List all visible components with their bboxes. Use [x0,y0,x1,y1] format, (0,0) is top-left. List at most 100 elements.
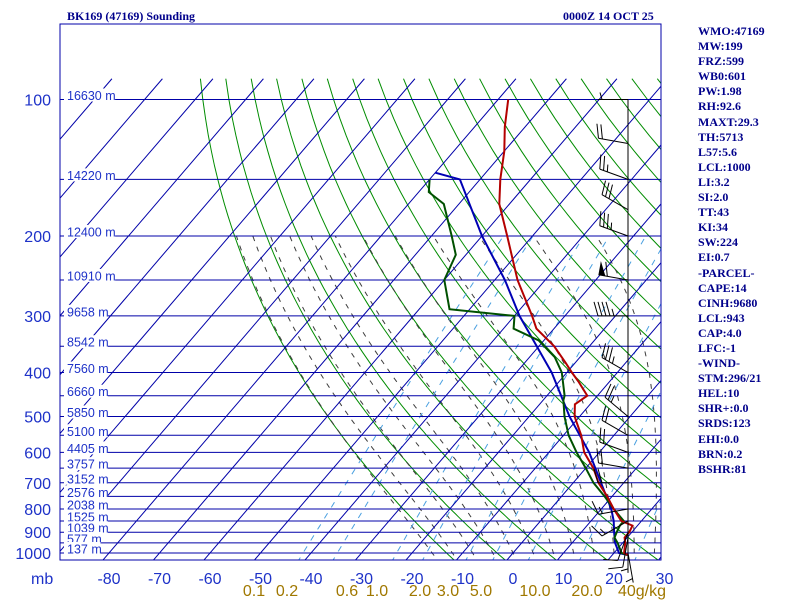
height-label-bg [64,457,108,471]
mixing-ratio-line [298,235,504,560]
wind-barb-half [598,506,603,514]
isotherm [152,78,567,560]
pressure-tick-label: 700 [24,476,51,493]
temperature-tick-label: -40 [299,571,322,588]
mixing-ratio-label: 1.0 [366,583,388,600]
wind-barb-full [599,427,602,443]
wind-barb-staff [627,552,634,583]
mixing-ratio-line [392,235,585,560]
chart-title: BK169 (47169) Sounding [67,9,196,23]
sounding-index: BRN:0.2 [698,446,743,461]
sounding-index: HEL:10 [698,386,740,401]
mixing-ratio-line [527,302,661,560]
wind-barb-full [603,212,606,228]
pressure-unit-label: mb [31,571,53,588]
wind-barb-half [611,308,615,317]
height-label-bg [64,471,108,485]
isotherm [60,78,214,258]
plot-frame [59,23,662,561]
height-label-bg [64,384,108,398]
wind-barb-full [599,154,602,170]
height-label-bg [64,361,108,375]
wind-barb [625,552,634,583]
moist-adiabat [533,235,635,560]
wind-barb-full [601,343,607,358]
plot-area [60,78,661,560]
wind-barb-flag [598,260,606,276]
height-label-bg [64,225,116,239]
sounding-index: CINH:9680 [698,295,758,310]
pressure-tick-label: 200 [24,229,51,246]
sounding-index: SRDS:123 [698,416,751,431]
height-label-bg [64,88,116,102]
height-label-bg [64,405,108,419]
wind-barb [601,406,629,436]
wind-barb [598,260,629,281]
wind-barb-full [605,261,608,277]
sounding-index: LI:3.2 [698,174,730,189]
moist-adiabat [362,235,556,560]
indices-panel: WMO:47169 MW:199 FRZ:599 WB0:601 PW:1.98 RH:9… [698,24,765,477]
wind-barb-staff [601,194,629,211]
wind-barb-half [625,578,633,583]
height-label: 10910 m [67,269,116,283]
sounding-index: CAPE:14 [698,280,747,295]
pressure-tick-label: 100 [24,93,51,110]
wind-barb-full [603,558,618,561]
height-label-bg [64,441,108,455]
temperature-tick-label: -20 [400,571,423,588]
sounding-index: WB0:601 [698,69,746,84]
mixing-ratio-line [579,389,661,560]
wind-barb-full [606,213,609,229]
mixing-ratio-label: 2.0 [409,583,431,600]
isotherm [60,78,416,494]
wind-barb [620,542,629,573]
wind-barb-staff [599,441,629,453]
temperature-tick-label: 20 [605,571,623,588]
wind-barb-full [597,468,603,483]
wind-barb [598,92,628,100]
mixing-ratio-label: 40g/kg [618,583,666,600]
wind-barb-full [604,408,610,423]
wind-barb [603,532,629,561]
wind-barb-staff [598,137,629,144]
temperature-tick-label: -30 [350,571,373,588]
sounding-index: EI:0.7 [698,250,730,265]
isotherm [60,78,365,435]
wind-barb-staff [601,520,629,537]
pressure-tick-label: 600 [24,445,51,462]
wind-barb [599,211,629,237]
height-label-bg [64,335,108,349]
wind-barb-full [596,448,599,463]
wind-barb-full [591,525,603,537]
wind-barb [601,180,629,211]
sounding-index: TT:43 [698,205,730,220]
temperature-tick-label: 10 [555,571,573,588]
isotherm [60,78,466,553]
wind-barb-full [591,500,599,515]
wind-barb-half [620,568,629,572]
sounding-index: FRZ:599 [698,54,744,69]
dry-adiabat [326,78,661,526]
height-label-bg [64,485,108,499]
temperature-tick-label: 0 [509,571,518,588]
isotherm [556,438,661,560]
height-label-bg [64,268,116,282]
wind-barb-full [601,180,607,195]
height-label: 8542 m [67,336,109,350]
wind-barb [593,468,628,484]
dry-adiabat [580,78,661,184]
mixing-ratio-label: 0.6 [336,583,358,600]
sounding-index: STM:296/21 [698,371,762,386]
sounding-index: WMO:47169 [698,24,765,38]
mixing-ratio-label: 5.0 [470,583,492,600]
sounding-index: CAP:4.0 [698,325,742,340]
height-label: 16630 m [67,89,116,103]
sounding-index: -PARCEL- [698,265,755,280]
sounding-index: KI:34 [698,220,728,235]
height-label: 4405 m [67,442,109,456]
pressure-tick-label: 500 [24,409,51,426]
wind-barb-full [607,386,615,400]
mixing-ratio-line [634,498,661,560]
